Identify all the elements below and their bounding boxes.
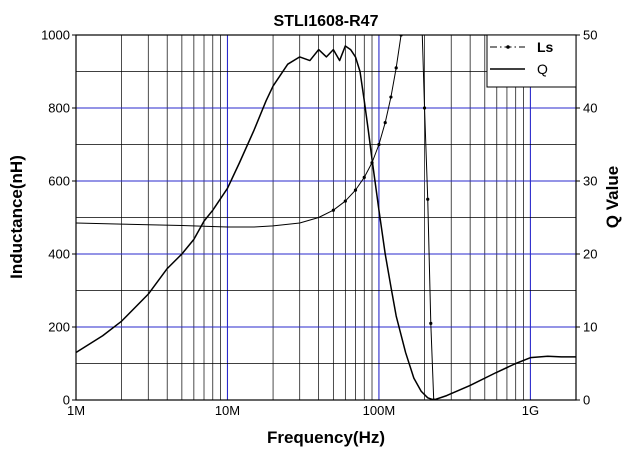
series-point-ls	[343, 199, 347, 203]
y2-tick-label: 0	[583, 393, 590, 408]
series-point-ls	[331, 208, 335, 212]
y2-tick-label: 50	[583, 28, 597, 43]
y-axis-title: Inductance(nH)	[7, 155, 26, 279]
series-point-ls	[429, 321, 433, 325]
x-tick-label: 1M	[67, 403, 85, 418]
legend: Ls Q	[486, 34, 577, 88]
x-axis-title: Frequency(Hz)	[267, 428, 385, 447]
y2-tick-label: 10	[583, 320, 597, 335]
tick-labels: 1M 10M 100M 1G 0 200 400 600 800 1000 0 10 20 30 40 50	[41, 28, 597, 419]
series-q	[76, 45, 576, 400]
series-point-ls	[362, 175, 366, 179]
series-line-q	[76, 45, 576, 400]
chart-title: STLI1608-R47	[274, 13, 379, 30]
x-tick-label: 10M	[215, 403, 240, 418]
x-tick-label: 100M	[363, 403, 396, 418]
y-tick-label: 200	[48, 320, 70, 335]
y2-tick-label: 40	[583, 101, 597, 116]
series-point-ls	[426, 197, 430, 201]
legend-marker-ls	[506, 45, 510, 49]
y-tick-label: 400	[48, 247, 70, 262]
series-point-ls	[389, 95, 393, 99]
y2-tick-label: 20	[583, 247, 597, 262]
legend-box	[486, 34, 577, 88]
y2-tick-label: 30	[583, 174, 597, 189]
y2-axis-title: Q Value	[603, 166, 622, 228]
series-layer	[76, 35, 576, 400]
series-point-ls	[377, 142, 381, 147]
y-tick-label: 0	[63, 393, 70, 408]
y-tick-label: 1000	[41, 28, 70, 43]
legend-label-q: Q	[537, 61, 548, 77]
series-point-ls	[422, 106, 427, 110]
y-tick-label: 800	[48, 101, 70, 116]
y-tick-label: 600	[48, 174, 70, 189]
series-point-ls	[383, 121, 387, 125]
x-tick-label: 1G	[522, 403, 539, 418]
series-point-ls	[353, 188, 358, 192]
legend-label-ls: Ls	[537, 39, 554, 55]
plot-frame	[75, 34, 577, 401]
series-point-ls	[394, 66, 398, 70]
